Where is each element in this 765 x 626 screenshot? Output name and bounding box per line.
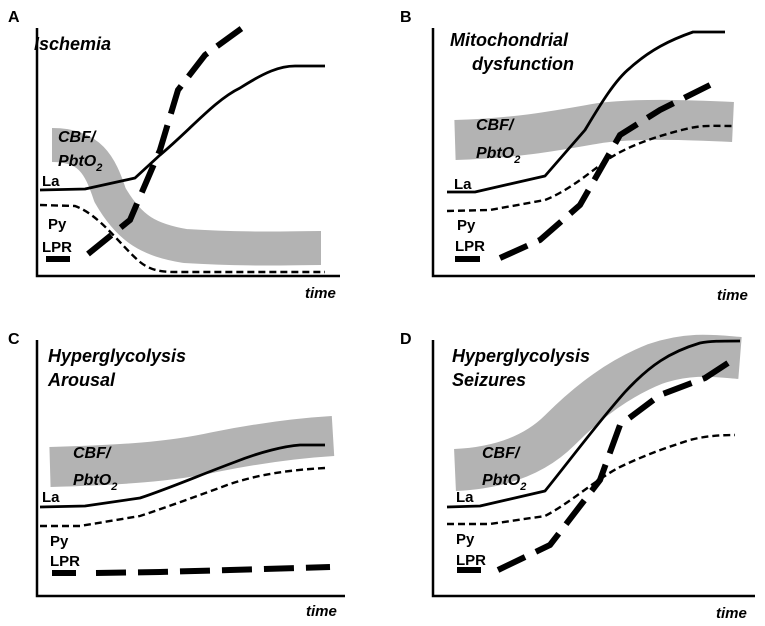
panel-b-la-label: La: [454, 176, 472, 193]
panel-a-axes: [35, 28, 340, 278]
panel-a-lactate-line: [39, 64, 325, 192]
panel-c-time-label: time: [306, 603, 337, 620]
panel-a-cbf-label-line2: PbtO2: [58, 153, 102, 174]
panel-d-pyruvate-line: [447, 433, 736, 526]
panel-c-cbf-band: [49, 416, 335, 487]
panel-label-d: D: [400, 331, 412, 348]
panel-a-la-label: La: [42, 173, 60, 190]
panel-b-time-label: time: [717, 287, 748, 304]
panel-a-title: Ischemia: [34, 34, 111, 54]
panel-b-pyruvate-line: [446, 124, 734, 213]
panel-d: D Hyperglycolysis Seizures CBF/ PbtO2 La…: [400, 331, 755, 622]
panel-d-lpr-line: [496, 360, 730, 573]
panel-d-pbto: PbtO: [482, 472, 521, 489]
panel-d-title-line2: Seizures: [452, 370, 526, 390]
panel-c-axes: [35, 340, 345, 598]
panel-d-cbf-label-line2: PbtO2: [482, 472, 526, 493]
panel-c-lpr-line: [95, 564, 331, 576]
panel-b-pbto-subscript: 2: [513, 154, 520, 166]
panel-b-axes: [431, 28, 755, 278]
panel-b-cbf-label-line1: CBF/: [476, 117, 515, 134]
panel-d-time-label: time: [716, 605, 747, 622]
panel-c-lactate-line: [39, 443, 325, 509]
panel-a-py-label: Py: [48, 216, 67, 233]
panel-b-pbto: PbtO: [476, 145, 515, 162]
panel-c-pyruvate-line: [40, 466, 326, 528]
panel-a-lpr-label: LPR: [42, 239, 72, 256]
panel-d-cbf-label-line1: CBF/: [482, 445, 521, 462]
panel-a-pbto: PbtO: [58, 153, 97, 170]
panel-b-title-line1: Mitochondrial: [450, 30, 569, 50]
panel-c-la-label: La: [42, 489, 60, 506]
panel-b-lpr-line: [498, 82, 712, 261]
panel-d-pbto-subscript: 2: [519, 481, 526, 493]
panel-a-cbf-band: [51, 128, 322, 266]
panel-b-py-label: Py: [457, 217, 476, 234]
panel-a-cbf-label-line1: CBF/: [58, 129, 97, 146]
panel-c-title-line1: Hyperglycolysis: [48, 346, 186, 366]
panel-b: B Mitochondrial dysfunction CBF/ PbtO2 L…: [400, 9, 755, 304]
panel-d-title-line1: Hyperglycolysis: [452, 346, 590, 366]
panel-a-pbto-subscript: 2: [95, 162, 102, 174]
panel-d-axes: [431, 340, 755, 598]
panel-b-cbf-band: [454, 99, 734, 160]
panel-c-pbto: PbtO: [73, 472, 112, 489]
panel-c-title-line2: Arousal: [47, 370, 116, 390]
panel-c-py-label: Py: [50, 533, 69, 550]
panel-label-c: C: [8, 331, 20, 348]
panel-b-title-line2: dysfunction: [472, 54, 574, 74]
panel-d-lactate-line: [446, 339, 741, 509]
panel-a-lpr-line: [86, 23, 247, 257]
panel-label-a: A: [8, 9, 20, 26]
panel-d-la-label: La: [456, 489, 474, 506]
panel-b-lpr-label: LPR: [455, 238, 485, 255]
panel-a: A Ischemia CBF/ PbtO2 La Py LPR time: [8, 9, 340, 302]
panel-c-cbf-label-line1: CBF/: [73, 445, 112, 462]
panel-d-cbf-band: [453, 334, 742, 491]
panel-c-pbto-subscript: 2: [110, 481, 117, 493]
panel-a-time-label: time: [305, 285, 336, 302]
panel-b-cbf-label-line2: PbtO2: [476, 145, 520, 166]
panel-d-py-label: Py: [456, 531, 475, 548]
panel-c-cbf-label-line2: PbtO2: [73, 472, 117, 493]
panel-b-lactate-line: [447, 30, 725, 194]
panel-a-pyruvate-line: [39, 203, 325, 274]
panel-c: C Hyperglycolysis Arousal CBF/ PbtO2 La …: [8, 331, 345, 620]
panel-c-lpr-label: LPR: [50, 553, 80, 570]
panel-d-lpr-label: LPR: [456, 552, 486, 569]
panel-label-b: B: [400, 9, 412, 26]
